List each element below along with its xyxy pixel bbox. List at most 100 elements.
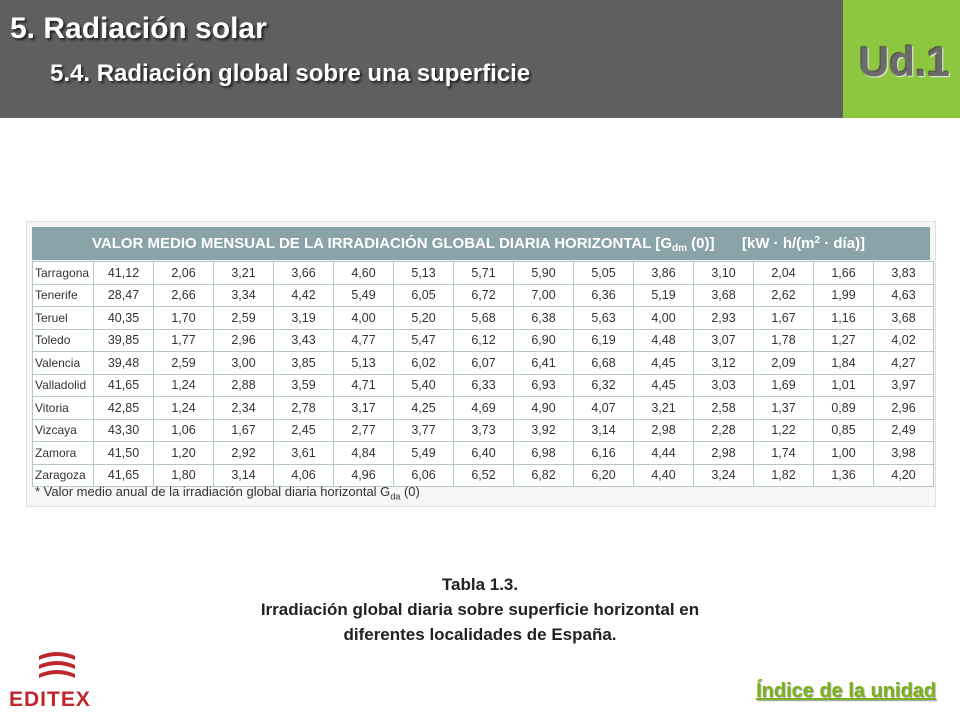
table-cell-value: 4,71: [333, 373, 394, 397]
table-cell-value: 4,44: [633, 441, 694, 465]
table-cell-value: 5,19: [633, 283, 694, 307]
table-row: Vizcaya 43,30 1,06 1,67 2,45 2,77 3,77 3,73 3,92…: [32, 418, 934, 442]
table-cell-city: Zamora: [32, 441, 94, 465]
table-cell-value: 3,12: [693, 351, 754, 375]
table-cell-value: 6,40: [453, 441, 514, 465]
table-cell-value: 6,90: [513, 328, 574, 352]
table-cell-value: 2,96: [213, 328, 274, 352]
table-cell-value: 4,25: [393, 396, 454, 420]
table-cell-value: 6,12: [453, 328, 514, 352]
table-cell-value: 5,13: [393, 261, 454, 285]
table-cell-city: Toledo: [32, 328, 94, 352]
table-row: Teruel 40,35 1,70 2,59 3,19 4,00 5,20 5,68 6,38 5…: [32, 306, 934, 330]
table-cell-value: 2,09: [753, 351, 814, 375]
page-title: 5. Radiación solar: [10, 12, 267, 45]
table-cell-value: 1,66: [813, 261, 874, 285]
table-cell-value: 3,19: [273, 306, 334, 330]
table-cell-value: 6,36: [573, 283, 634, 307]
table-cell-value: 1,78: [753, 328, 814, 352]
table-cell-value: 2,77: [333, 418, 394, 442]
table-cell-value: 4,63: [873, 283, 934, 307]
unit-badge: Ud.1: [858, 38, 950, 85]
table-cell-value: 2,98: [633, 418, 694, 442]
table-cell-value: 5,20: [393, 306, 454, 330]
table-cell-value: 1,37: [753, 396, 814, 420]
table-cell-value: 5,71: [453, 261, 514, 285]
table-cell-value: 43,30: [93, 418, 154, 442]
caption-line-3: diferentes localidades de España.: [343, 625, 617, 644]
editex-logo: EDITEX: [9, 650, 105, 714]
table-cell-value: 6,33: [453, 373, 514, 397]
table-cell-value: 0,89: [813, 396, 874, 420]
table-cell-value: 1,06: [153, 418, 214, 442]
table-cell-value: 28,47: [93, 283, 154, 307]
table-cell-value: 4,00: [333, 306, 394, 330]
table-row: Valladolid 41,65 1,24 2,88 3,59 4,71 5,40 6,33 6…: [32, 373, 934, 397]
table-cell-value: 2,98: [693, 441, 754, 465]
table-cell-value: 2,78: [273, 396, 334, 420]
table-cell-value: 41,65: [93, 373, 154, 397]
table-cell-value: 1,67: [213, 418, 274, 442]
table-cell-value: 2,92: [213, 441, 274, 465]
table-cell-value: 2,06: [153, 261, 214, 285]
table-cell-value: 2,96: [873, 396, 934, 420]
table-cell-value: 2,62: [753, 283, 814, 307]
table-cell-value: 3,21: [633, 396, 694, 420]
table-cell-value: 4,45: [633, 373, 694, 397]
table-cell-value: 1,99: [813, 283, 874, 307]
table-cell-value: 2,59: [213, 306, 274, 330]
table-cell-value: 3,97: [873, 373, 934, 397]
footnote-main: * Valor medio anual de la irradiación gl…: [35, 484, 391, 499]
table-cell-value: 6,82: [513, 463, 574, 487]
table-row: Tarragona 41,12 2,06 3,21 3,66 4,60 5,13 5,71 5,…: [32, 261, 934, 285]
table-cell-value: 3,98: [873, 441, 934, 465]
table-cell-value: 1,27: [813, 328, 874, 352]
table-cell-value: 4,27: [873, 351, 934, 375]
table-units: [kW · h/(m2 · día)]: [742, 227, 865, 260]
table-title-tail: (0)]: [687, 235, 715, 252]
table-cell-value: 2,34: [213, 396, 274, 420]
table-cell-value: 4,20: [873, 463, 934, 487]
caption-line-1: Tabla 1.3.: [441, 575, 519, 594]
table-cell-value: 4,60: [333, 261, 394, 285]
table-cell-city: Valencia: [32, 351, 94, 375]
table-units-b: · día)]: [820, 235, 866, 252]
table-cell-value: 3,21: [213, 261, 274, 285]
table-cell-value: 3,68: [873, 306, 934, 330]
caption-line-2: Irradiación global diaria sobre superfic…: [260, 600, 700, 619]
table-cell-value: 3,03: [693, 373, 754, 397]
table-cell-value: 6,98: [513, 441, 574, 465]
table-cell-value: 7,00: [513, 283, 574, 307]
table-cell-value: 1,80: [153, 463, 214, 487]
table-cell-value: 4,07: [573, 396, 634, 420]
unit-index-link[interactable]: Índice de la unidad: [755, 680, 936, 702]
table-cell-value: 3,85: [273, 351, 334, 375]
table-cell-value: 1,84: [813, 351, 874, 375]
unit-badge-box: Ud.1: [843, 0, 960, 118]
table-cell-value: 3,43: [273, 328, 334, 352]
table-cell-value: 4,00: [633, 306, 694, 330]
table-cell-value: 3,17: [333, 396, 394, 420]
table-cell-value: 2,93: [693, 306, 754, 330]
table-cell-value: 1,70: [153, 306, 214, 330]
table-cell-value: 4,96: [333, 463, 394, 487]
table-cell-value: 1,20: [153, 441, 214, 465]
table-cell-value: 6,41: [513, 351, 574, 375]
table-cell-value: 6,32: [573, 373, 634, 397]
table-cell-value: 6,68: [573, 351, 634, 375]
table-cell-value: 3,92: [513, 418, 574, 442]
table-cell-value: 3,77: [393, 418, 454, 442]
table-cell-value: 3,66: [273, 261, 334, 285]
table-cell-value: 2,04: [753, 261, 814, 285]
table-cell-value: 1,67: [753, 306, 814, 330]
table-cell-value: 3,24: [693, 463, 754, 487]
table-row: Vitoria 42,85 1,24 2,34 2,78 3,17 4,25 4,69 4,90…: [32, 396, 934, 420]
table-cell-value: 2,66: [153, 283, 214, 307]
table-cell-value: 5,90: [513, 261, 574, 285]
table-units-a: [kW · h/(m: [742, 235, 815, 252]
table-cell-value: 1,74: [753, 441, 814, 465]
table-cell-value: 2,28: [693, 418, 754, 442]
irradiation-table: Tarragona 41,12 2,06 3,21 3,66 4,60 5,13 5,71 5,…: [32, 261, 934, 487]
table-cell-value: 6,16: [573, 441, 634, 465]
table-cell-value: 0,85: [813, 418, 874, 442]
